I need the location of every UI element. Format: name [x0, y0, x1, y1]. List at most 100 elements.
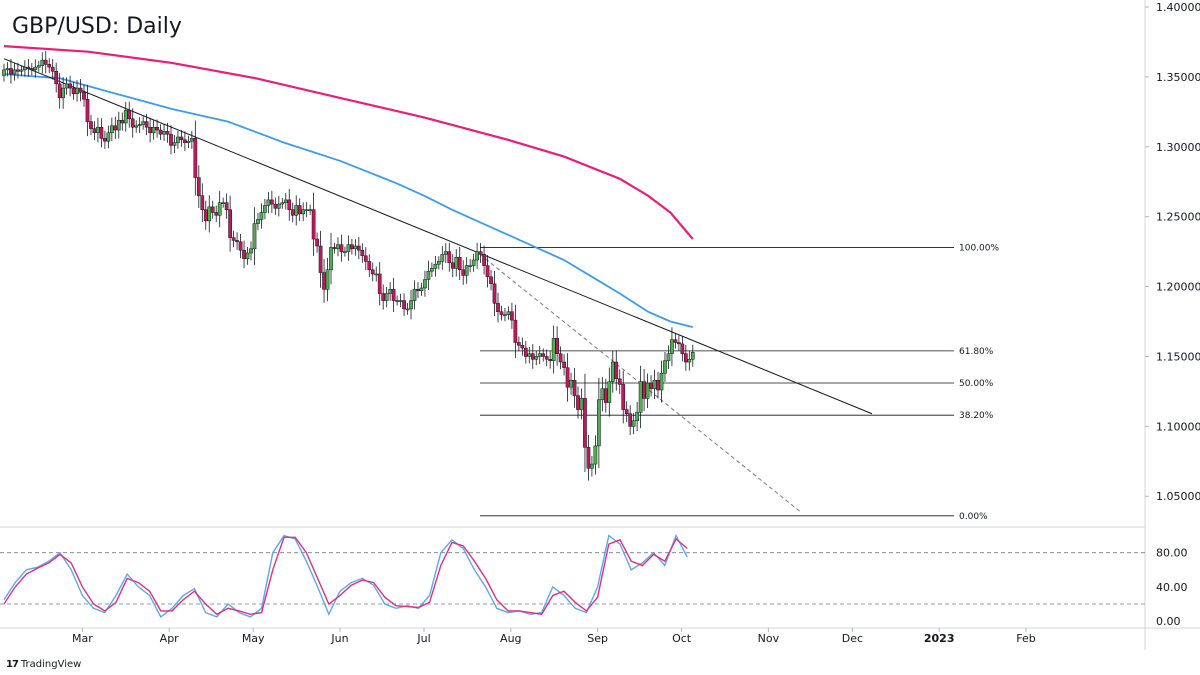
candle: [231, 230, 236, 248]
candle: [590, 455, 594, 477]
candle: [583, 373, 587, 472]
candle-body-down: [200, 195, 205, 210]
candle-body-up: [440, 254, 445, 262]
tradingview-logo-icon: 17: [6, 659, 19, 670]
candle: [116, 111, 121, 139]
candle: [276, 195, 281, 217]
candle: [440, 246, 445, 270]
candle: [461, 260, 466, 285]
candle-body-up: [259, 212, 264, 220]
candle: [350, 238, 354, 255]
candle: [242, 240, 246, 269]
candle-body-up: [109, 125, 114, 134]
time-tick-label: Dec: [842, 632, 863, 645]
candle: [551, 325, 556, 374]
fib-level-label: 38.20%: [959, 411, 994, 421]
candle: [436, 256, 441, 270]
candle-body-up: [635, 412, 639, 422]
candle: [151, 120, 156, 140]
candle: [690, 344, 695, 367]
candle-body-down: [270, 199, 274, 205]
candle-body-up: [468, 265, 473, 267]
candle: [130, 108, 135, 138]
candle-body-up: [256, 219, 260, 224]
candle: [346, 235, 351, 261]
oscillator-tick-label: 80.00: [1156, 547, 1188, 560]
candle: [78, 79, 83, 102]
fib-level-label: 100.00%: [959, 243, 999, 253]
candle: [409, 290, 413, 320]
candle-body-down: [565, 367, 570, 388]
candle: [457, 246, 462, 281]
oscillator-d-line: [3, 536, 688, 616]
candle-body-up: [506, 311, 511, 315]
candle-body-down: [82, 92, 86, 100]
candle: [548, 351, 553, 369]
candle: [384, 286, 389, 308]
candle: [301, 202, 306, 222]
candle-body-down: [9, 68, 13, 75]
candle-body-up: [690, 352, 695, 360]
candle: [607, 367, 612, 417]
candle-body-down: [43, 59, 48, 65]
candle-body-down: [377, 273, 382, 294]
candle: [259, 203, 264, 229]
candle-body-down: [89, 121, 93, 129]
candle: [419, 282, 424, 296]
candle-body-up: [294, 205, 299, 216]
candle-body-down: [179, 136, 184, 141]
candle: [475, 242, 479, 269]
candle-body-down: [127, 110, 132, 120]
candle: [506, 306, 511, 320]
candle-body-down: [513, 319, 518, 343]
candle-body-up: [471, 259, 476, 266]
candle-body-down: [120, 119, 125, 124]
candle: [510, 302, 514, 329]
candle-body-up: [600, 388, 605, 401]
candle-body-up: [398, 300, 403, 302]
candle-body-up: [353, 245, 358, 250]
candle-body-down: [183, 139, 187, 143]
candle: [318, 230, 323, 288]
candle: [360, 243, 365, 263]
candle-body-down: [489, 276, 493, 285]
candle-body-up: [116, 119, 121, 131]
tradingview-branding[interactable]: 17 TradingView: [6, 659, 81, 670]
candle: [478, 243, 483, 263]
candle-body-up: [137, 124, 142, 127]
candle-body-down: [558, 353, 563, 363]
candle: [339, 234, 344, 262]
candle: [621, 370, 626, 424]
candle: [120, 112, 125, 131]
candle-body-up: [638, 381, 643, 413]
candle-body-up: [33, 66, 38, 71]
candle: [207, 195, 212, 233]
candle: [683, 344, 688, 371]
oscillator-tick-label: 0.00: [1156, 615, 1181, 628]
candle: [642, 369, 646, 411]
candle-body-down: [603, 388, 608, 403]
candle-body-up: [687, 359, 692, 363]
candle-body-down: [356, 245, 361, 251]
candle-body-up: [419, 287, 424, 292]
candle: [423, 270, 427, 297]
fib-level-label: 0.00%: [959, 512, 988, 522]
candle-body-up: [384, 293, 389, 301]
candle-body-up: [593, 445, 598, 465]
candle: [5, 62, 10, 77]
candle: [2, 63, 6, 82]
candle-body-down: [649, 382, 653, 389]
candle-body-up: [666, 353, 671, 361]
candle-body-down: [628, 413, 633, 427]
candle: [631, 412, 636, 435]
candle-body-down: [214, 212, 219, 216]
candle: [64, 77, 69, 95]
candle-body-up: [151, 126, 156, 134]
candle-body-up: [36, 65, 41, 68]
candle: [610, 351, 615, 393]
candle: [402, 293, 406, 317]
candle: [54, 62, 59, 93]
candle-body-up: [534, 356, 539, 360]
time-tick-label: Apr: [160, 632, 180, 645]
candle-body-down: [548, 359, 553, 361]
